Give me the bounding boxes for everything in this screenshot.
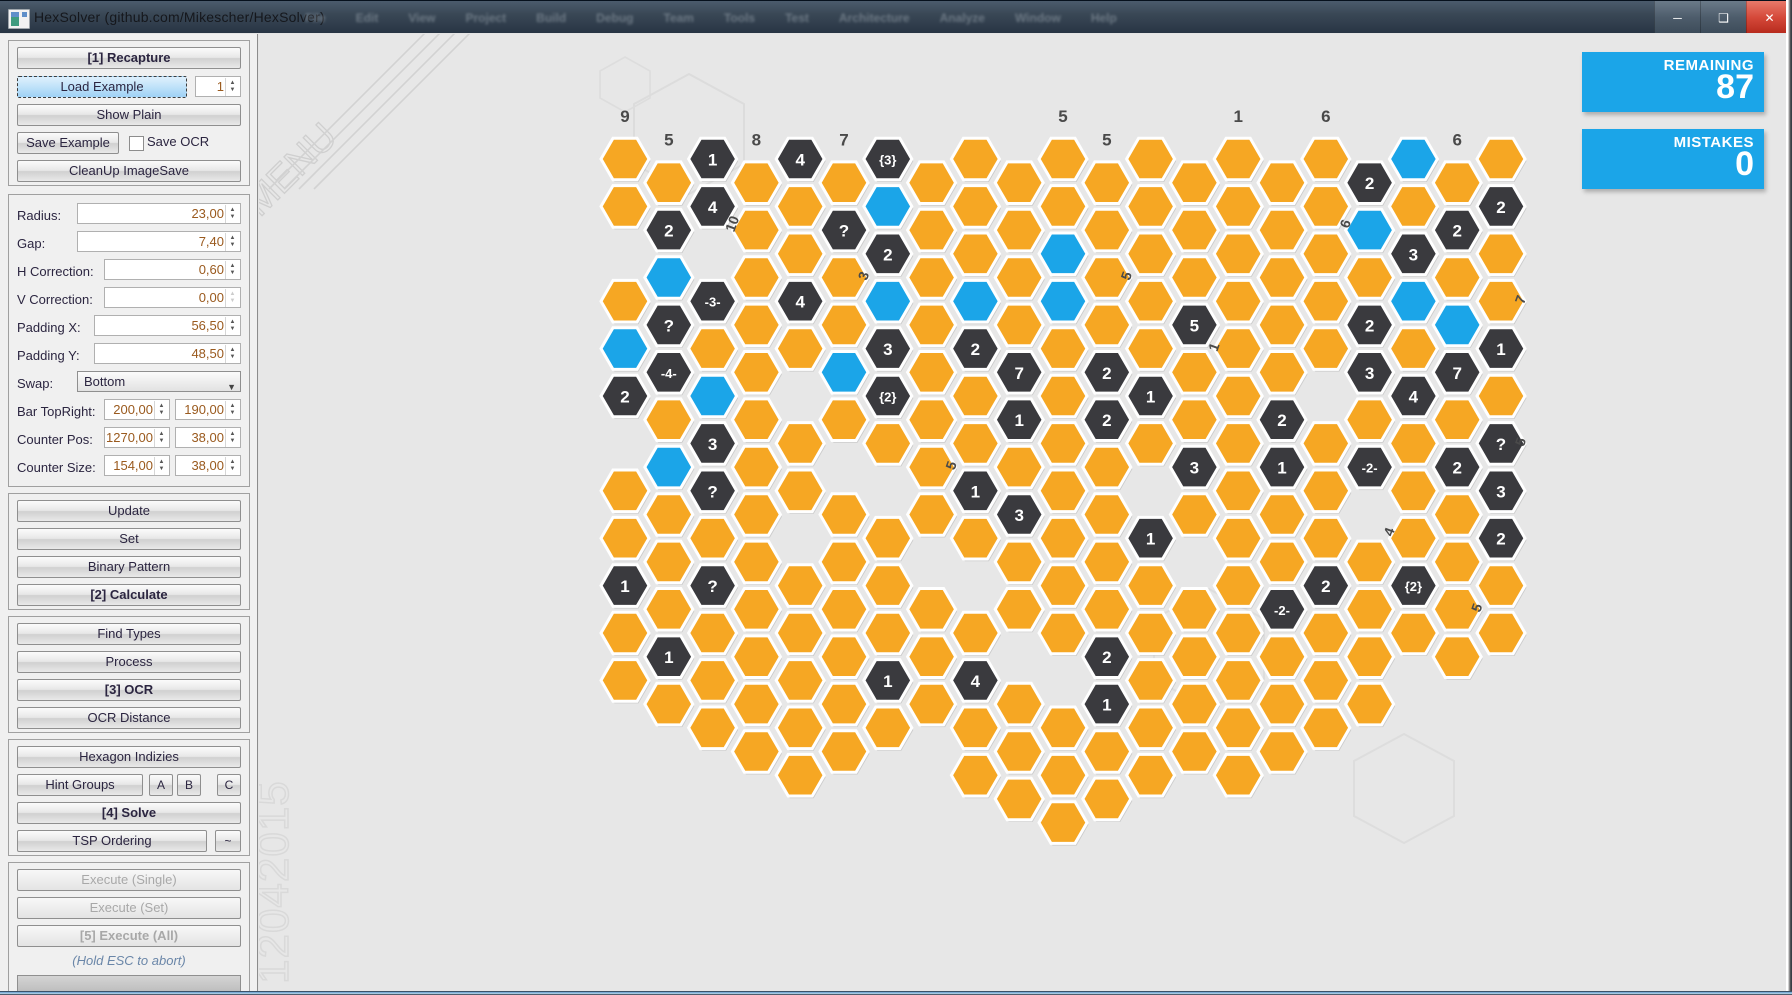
- svg-text:7: 7: [839, 131, 848, 150]
- svg-text:-2-: -2-: [1362, 461, 1378, 476]
- svg-text:2: 2: [1365, 174, 1374, 193]
- svg-text:2: 2: [883, 245, 892, 264]
- svg-text:3: 3: [708, 435, 717, 454]
- svg-text:2: 2: [1452, 222, 1461, 241]
- svg-text:4: 4: [1409, 388, 1419, 407]
- svg-text:1: 1: [1102, 696, 1111, 715]
- svg-text:5: 5: [664, 131, 673, 150]
- svg-text:2: 2: [1321, 577, 1330, 596]
- svg-text:?: ?: [707, 577, 717, 596]
- svg-text:7: 7: [1452, 364, 1461, 383]
- svg-text:-3-: -3-: [705, 295, 721, 310]
- svg-text:3: 3: [1014, 506, 1023, 525]
- svg-text:5: 5: [1190, 316, 1199, 335]
- svg-text:4: 4: [795, 151, 805, 170]
- svg-text:2: 2: [664, 222, 673, 241]
- svg-text:1: 1: [1233, 107, 1242, 126]
- svg-text:?: ?: [1496, 435, 1506, 454]
- svg-text:8: 8: [752, 131, 761, 150]
- svg-text:?: ?: [664, 316, 674, 335]
- svg-text:1: 1: [1146, 530, 1155, 549]
- svg-text:{2}: {2}: [879, 390, 896, 405]
- svg-text:1: 1: [664, 648, 673, 667]
- svg-text:5: 5: [1058, 107, 1067, 126]
- svg-text:1: 1: [971, 482, 980, 501]
- svg-text:1: 1: [708, 151, 717, 170]
- svg-text:3: 3: [883, 340, 892, 359]
- svg-text:1: 1: [620, 577, 629, 596]
- svg-text:9: 9: [620, 107, 629, 126]
- svg-text:2: 2: [1496, 530, 1505, 549]
- svg-text:?: ?: [839, 222, 849, 241]
- svg-text:2: 2: [1102, 411, 1111, 430]
- svg-text:2: 2: [1102, 364, 1111, 383]
- svg-text:1: 1: [883, 672, 892, 691]
- svg-text:2: 2: [1496, 198, 1505, 217]
- svg-text:4: 4: [708, 198, 718, 217]
- svg-text:2: 2: [1102, 648, 1111, 667]
- svg-text:4: 4: [795, 293, 805, 312]
- svg-text:1: 1: [1014, 411, 1023, 430]
- svg-text:2: 2: [1277, 411, 1286, 430]
- svg-text:-2-: -2-: [1274, 603, 1290, 618]
- svg-text:1: 1: [1277, 459, 1286, 478]
- svg-text:6: 6: [1452, 131, 1461, 150]
- svg-text:?: ?: [707, 482, 717, 501]
- svg-text:2: 2: [1452, 459, 1461, 478]
- svg-text:6: 6: [1321, 107, 1330, 126]
- svg-text:7: 7: [1014, 364, 1023, 383]
- svg-text:1: 1: [1496, 340, 1505, 359]
- svg-text:5: 5: [1102, 131, 1111, 150]
- svg-text:3: 3: [1190, 459, 1199, 478]
- svg-text:3: 3: [1496, 482, 1505, 501]
- svg-text:3: 3: [1365, 364, 1374, 383]
- svg-text:2: 2: [620, 388, 629, 407]
- svg-text:2: 2: [971, 340, 980, 359]
- svg-text:{3}: {3}: [879, 153, 896, 168]
- svg-text:3: 3: [1409, 245, 1418, 264]
- svg-text:2: 2: [1365, 316, 1374, 335]
- svg-text:-4-: -4-: [661, 366, 677, 381]
- svg-text:{2}: {2}: [1405, 579, 1422, 594]
- svg-text:4: 4: [971, 672, 981, 691]
- svg-text:1: 1: [1146, 388, 1155, 407]
